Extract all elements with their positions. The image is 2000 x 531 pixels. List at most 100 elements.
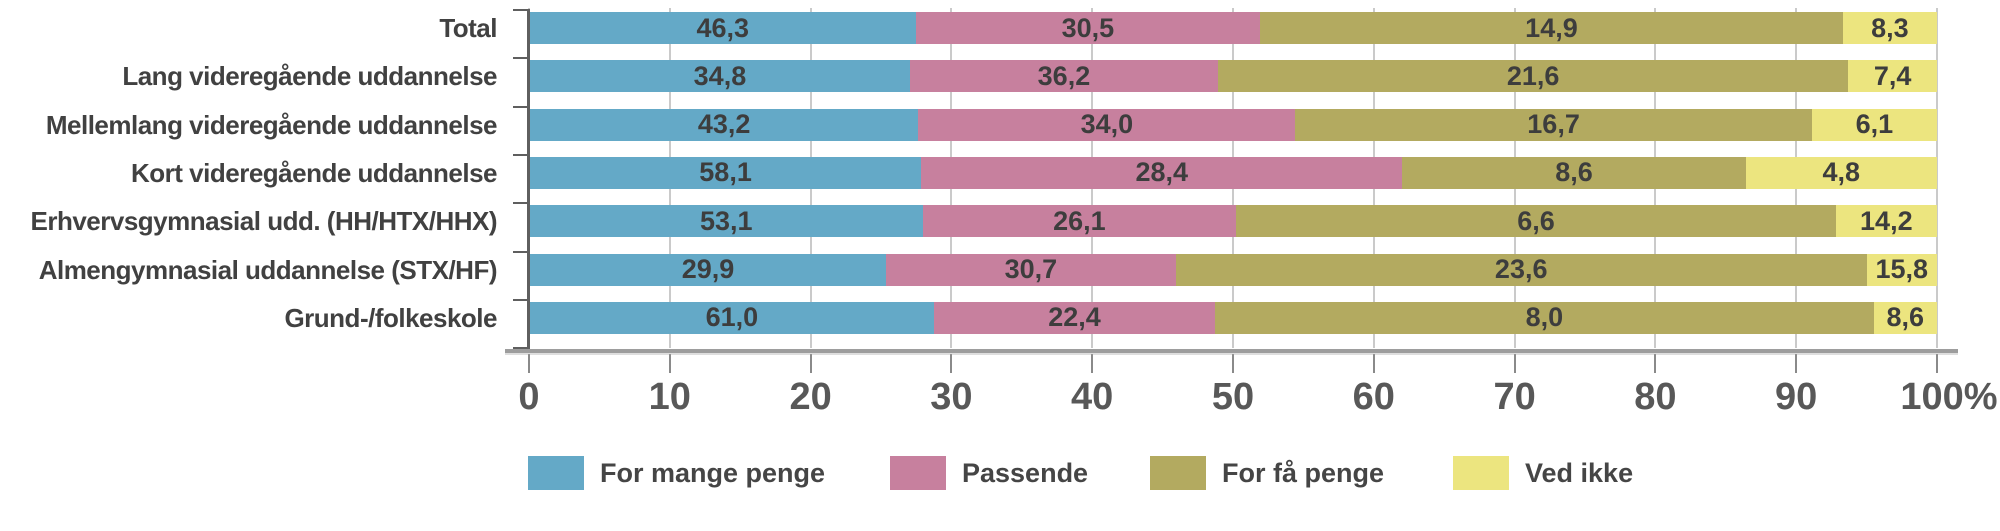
segment-value-label: 6,6 bbox=[1517, 205, 1555, 236]
segment-value-label: 8,3 bbox=[1871, 12, 1909, 43]
x-axis-tick-label: 70 bbox=[1493, 376, 1536, 418]
bar-segment-passende: 30,7 bbox=[885, 253, 1176, 286]
segment-value-label: 34,8 bbox=[693, 60, 747, 91]
x-axis-tick bbox=[1372, 354, 1375, 373]
segment-value-label: 58,1 bbox=[699, 157, 752, 188]
bar-segment-for-mange-penge: 29,9 bbox=[530, 253, 886, 286]
bar-segment-for-mange-penge: 58,1 bbox=[530, 156, 922, 189]
y-axis-tick bbox=[513, 250, 527, 253]
segment-value-label: 4,8 bbox=[1822, 157, 1861, 188]
bar-segment-ved-ikke: 8,3 bbox=[1842, 12, 1937, 44]
segment-value-label: 14,2 bbox=[1860, 205, 1913, 236]
gridline bbox=[1936, 8, 1938, 348]
segment-value-label: 30,7 bbox=[1004, 254, 1058, 284]
bar-row: 43,2 34,0 16,7 6,1 bbox=[530, 108, 1937, 141]
x-axis-tick bbox=[1232, 354, 1234, 373]
bar-segment-passende: 28,4 bbox=[921, 156, 1403, 189]
category-label: Erhvervsgymnasial udd. (HH/HTX/HHX) bbox=[30, 206, 498, 237]
segment-value-label: 43,2 bbox=[697, 109, 751, 140]
bar-segment-ved-ikke: 15,8 bbox=[1866, 253, 1937, 286]
segment-value-label: 29,9 bbox=[681, 254, 735, 284]
x-axis-tick-label: 10 bbox=[648, 376, 691, 418]
segment-value-label: 8,6 bbox=[1555, 157, 1593, 188]
category-label: Total bbox=[439, 13, 497, 43]
y-axis-tick bbox=[513, 57, 527, 60]
bar-segment-for-f-penge: 14,9 bbox=[1260, 12, 1843, 44]
segment-value-label: 6,1 bbox=[1855, 109, 1894, 140]
y-axis-tick bbox=[513, 202, 527, 205]
x-axis-tick bbox=[809, 354, 812, 373]
bar-segment-ved-ikke: 8,6 bbox=[1873, 301, 1937, 334]
bar-segment-ved-ikke: 14,2 bbox=[1835, 205, 1937, 238]
x-axis-tick bbox=[1091, 354, 1094, 373]
segment-value-label: 34,0 bbox=[1080, 109, 1134, 140]
x-axis-tick-label: 90 bbox=[1775, 376, 1818, 418]
legend-label: Ved ikke bbox=[1525, 457, 1634, 488]
bar-segment-passende: 36,2 bbox=[909, 60, 1218, 93]
x-axis-tick-label: 100% bbox=[1900, 376, 1998, 418]
y-axis-tick bbox=[513, 298, 527, 301]
segment-value-label: 14,9 bbox=[1525, 12, 1578, 43]
segment-value-label: 26,1 bbox=[1053, 205, 1106, 236]
category-label: Almengymnasial uddannelse (STX/HF) bbox=[38, 254, 498, 285]
bar-segment-for-f-penge: 23,6 bbox=[1175, 253, 1867, 286]
y-axis-tick bbox=[513, 105, 527, 108]
bar-segment-ved-ikke: 7,4 bbox=[1848, 60, 1937, 93]
segment-value-label: 46,3 bbox=[696, 12, 750, 43]
legend-item: For få penge bbox=[1150, 456, 1384, 490]
legend-swatch bbox=[890, 456, 946, 490]
segment-value-label: 15,8 bbox=[1875, 254, 1929, 284]
x-axis-tick bbox=[528, 354, 530, 373]
bar-segment-for-mange-penge: 46,3 bbox=[530, 12, 916, 44]
category-label: Mellemlang videregående uddannelse bbox=[45, 109, 498, 140]
y-axis-tick bbox=[513, 153, 527, 156]
x-axis-tick-label: 20 bbox=[789, 376, 832, 418]
bar-segment-for-f-penge: 16,7 bbox=[1295, 108, 1812, 141]
segment-value-label: 16,7 bbox=[1527, 109, 1580, 140]
segment-value-label: 61,0 bbox=[705, 302, 759, 333]
category-label: Kort videregående uddannelse bbox=[131, 157, 497, 188]
segment-value-label: 36,2 bbox=[1037, 60, 1091, 91]
bar-row: 46,3 30,5 14,9 8,3 bbox=[530, 12, 1937, 44]
segment-value-label: 30,5 bbox=[1061, 12, 1115, 43]
segment-value-label: 7,4 bbox=[1873, 60, 1912, 91]
x-axis-tick-label: 0 bbox=[518, 376, 540, 418]
x-axis-tick bbox=[1795, 354, 1798, 373]
x-axis-tick-label: 30 bbox=[930, 376, 973, 418]
legend-item: Ved ikke bbox=[1453, 456, 1633, 490]
bar-row: 29,9 30,7 23,6 15,8 bbox=[530, 253, 1937, 286]
bar-segment-for-f-penge: 8,0 bbox=[1215, 301, 1874, 334]
bar-segment-for-mange-penge: 53,1 bbox=[530, 205, 923, 238]
bar-segment-for-f-penge: 6,6 bbox=[1236, 205, 1836, 238]
segment-value-label: 8,6 bbox=[1886, 302, 1925, 333]
bar-row: 34,8 36,2 21,6 7,4 bbox=[530, 60, 1937, 93]
bar-segment-for-mange-penge: 34,8 bbox=[530, 60, 910, 93]
legend-swatch bbox=[1453, 456, 1509, 490]
x-axis-tick bbox=[1513, 354, 1516, 373]
bar-segment-passende: 26,1 bbox=[922, 205, 1237, 238]
bar-segment-passende: 34,0 bbox=[918, 108, 1296, 141]
legend-item: Passende bbox=[890, 456, 1088, 490]
y-axis-tick bbox=[513, 347, 527, 350]
bar-segment-for-mange-penge: 43,2 bbox=[530, 108, 919, 141]
segment-value-label: 28,4 bbox=[1135, 157, 1189, 188]
x-axis-tick bbox=[668, 354, 671, 373]
x-axis-line bbox=[505, 349, 1958, 353]
segment-value-label: 8,0 bbox=[1525, 302, 1564, 333]
x-axis-tick-label: 40 bbox=[1071, 376, 1114, 418]
x-axis-tick-label: 50 bbox=[1211, 376, 1255, 418]
bar-row: 61,0 22,4 8,0 8,6 bbox=[530, 301, 1937, 334]
bar-segment-for-mange-penge: 61,0 bbox=[530, 301, 934, 334]
segment-value-label: 21,6 bbox=[1506, 60, 1560, 91]
x-axis-tick bbox=[1936, 354, 1938, 373]
legend-swatch bbox=[1150, 456, 1206, 490]
y-axis-line bbox=[527, 9, 530, 349]
bar-row: 53,1 26,1 6,6 14,2 bbox=[530, 205, 1937, 238]
legend-label: Passende bbox=[962, 457, 1089, 488]
y-axis-tick bbox=[513, 9, 527, 11]
category-label: Grund-/folkeskole bbox=[284, 302, 497, 333]
legend-swatch bbox=[528, 456, 584, 490]
legend-label: For mange penge bbox=[600, 457, 826, 488]
legend-item: For mange penge bbox=[528, 456, 825, 490]
